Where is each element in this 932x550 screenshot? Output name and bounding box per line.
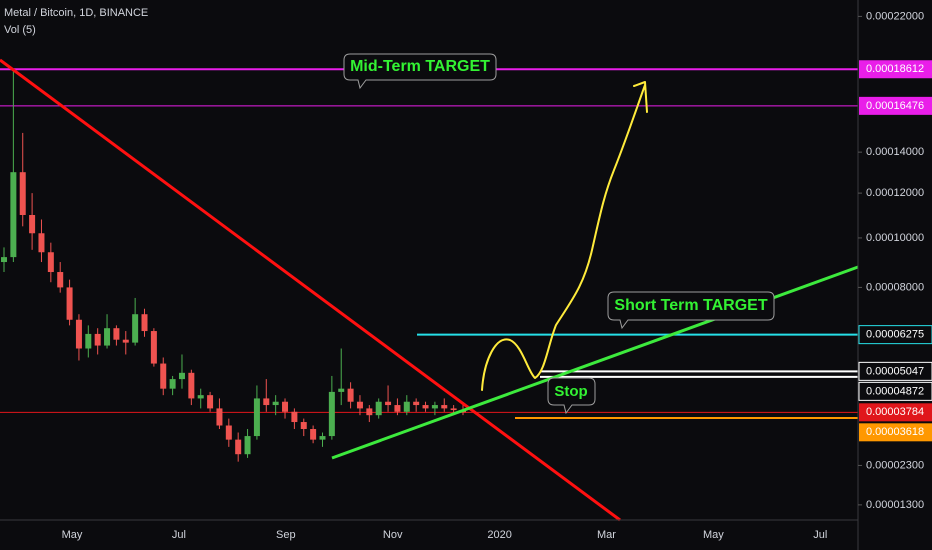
candle-body bbox=[122, 339, 129, 343]
candle-body bbox=[366, 408, 373, 416]
candle-body bbox=[216, 408, 223, 426]
candle-body bbox=[328, 391, 335, 437]
candle-body bbox=[178, 372, 185, 380]
candle-body bbox=[197, 395, 204, 399]
candle-body bbox=[169, 379, 176, 389]
annotation: Stop bbox=[554, 383, 587, 400]
candle-body bbox=[385, 401, 392, 406]
candle-body bbox=[441, 405, 448, 409]
y-tick-label: 0.00002300 bbox=[866, 459, 924, 471]
candle-body bbox=[29, 214, 36, 234]
price-label-bg bbox=[859, 423, 932, 442]
candle-body bbox=[403, 401, 410, 412]
resistance-trendline bbox=[0, 58, 621, 522]
candle-body bbox=[235, 439, 242, 455]
candle-body bbox=[47, 252, 54, 273]
candle-body bbox=[356, 401, 363, 409]
candle-body bbox=[347, 388, 354, 402]
candle-body bbox=[132, 314, 139, 343]
candle-body bbox=[207, 395, 214, 409]
price-label: 0.00004872 bbox=[866, 385, 924, 397]
candle-body bbox=[310, 428, 317, 440]
price-axis bbox=[858, 0, 932, 550]
candle-body bbox=[104, 328, 111, 346]
candle-body bbox=[413, 401, 420, 406]
y-tick-label: 0.00010000 bbox=[866, 232, 924, 244]
price-label-bg bbox=[858, 361, 932, 381]
annotation: Mid-Term TARGET bbox=[350, 58, 490, 75]
candle-body bbox=[282, 401, 289, 412]
candle-body bbox=[319, 436, 326, 440]
x-tick-label: May bbox=[703, 529, 724, 541]
price-label: 0.00003618 bbox=[866, 426, 924, 438]
chart-title: Metal / Bitcoin, 1D, BINANCE bbox=[4, 7, 148, 19]
candle-body bbox=[113, 328, 120, 340]
price-label: 0.00005047 bbox=[866, 365, 924, 377]
candle-body bbox=[291, 411, 298, 423]
callout: Mid-Term TARGET bbox=[343, 53, 497, 90]
y-tick-label: 0.00022000 bbox=[866, 10, 924, 22]
x-tick-label: Nov bbox=[383, 529, 403, 541]
candle-body bbox=[1, 257, 7, 263]
candle-body bbox=[150, 331, 157, 364]
price-label: 0.00006275 bbox=[866, 329, 924, 341]
price-label: 0.00016476 bbox=[866, 100, 924, 112]
x-tick-label: 2020 bbox=[487, 529, 511, 541]
candle-body bbox=[85, 333, 92, 349]
callout: Stop bbox=[547, 377, 596, 415]
x-tick-label: Jul bbox=[813, 529, 827, 541]
price-label-bg bbox=[858, 381, 932, 401]
candle-body bbox=[57, 272, 64, 288]
candle-body bbox=[225, 425, 232, 440]
y-tick-label: 0.00014000 bbox=[866, 146, 924, 158]
chart-subtitle: Vol (5) bbox=[4, 24, 36, 36]
projection-sketch bbox=[481, 81, 648, 391]
candle-body bbox=[422, 405, 429, 409]
candle-body bbox=[244, 436, 251, 455]
candle-body bbox=[160, 363, 167, 389]
annotation: Short Term TARGET bbox=[614, 297, 767, 314]
y-tick-label: 0.00008000 bbox=[866, 281, 924, 293]
price-label-bg bbox=[858, 325, 932, 345]
callout: Short Term TARGET bbox=[607, 291, 775, 330]
candle-body bbox=[38, 233, 45, 253]
candle-body bbox=[141, 314, 148, 332]
x-tick-label: Mar bbox=[597, 529, 616, 541]
y-tick-label: 0.00012000 bbox=[866, 187, 924, 199]
price-label: 0.00018612 bbox=[866, 63, 924, 75]
price-label-bg bbox=[859, 403, 932, 422]
price-label: 0.00003784 bbox=[866, 406, 924, 418]
candle-body bbox=[375, 401, 382, 416]
candle-body bbox=[19, 172, 26, 215]
candle-body bbox=[10, 172, 17, 258]
x-tick-label: Jul bbox=[172, 529, 186, 541]
price-label-bg bbox=[859, 60, 932, 79]
candle-body bbox=[394, 405, 401, 412]
x-tick-label: Sep bbox=[276, 529, 296, 541]
candle-body bbox=[450, 408, 457, 411]
candle-body bbox=[300, 422, 307, 429]
candle-body bbox=[272, 401, 279, 406]
candle-body bbox=[338, 388, 345, 392]
candle-body bbox=[66, 287, 73, 320]
candle-body bbox=[75, 319, 82, 349]
candle-body bbox=[94, 333, 101, 346]
candles bbox=[1, 69, 466, 462]
x-tick-label: May bbox=[62, 529, 83, 541]
candle-body bbox=[188, 372, 195, 399]
candle-body bbox=[431, 405, 438, 409]
axis-labels: 0.00022000 0.00014000 0.00012000 0.00010000… bbox=[62, 10, 932, 541]
y-tick-label: 0.00001300 bbox=[866, 499, 924, 511]
candle-body bbox=[253, 398, 260, 437]
price-label-bg bbox=[859, 96, 932, 115]
candle-body bbox=[263, 398, 270, 406]
